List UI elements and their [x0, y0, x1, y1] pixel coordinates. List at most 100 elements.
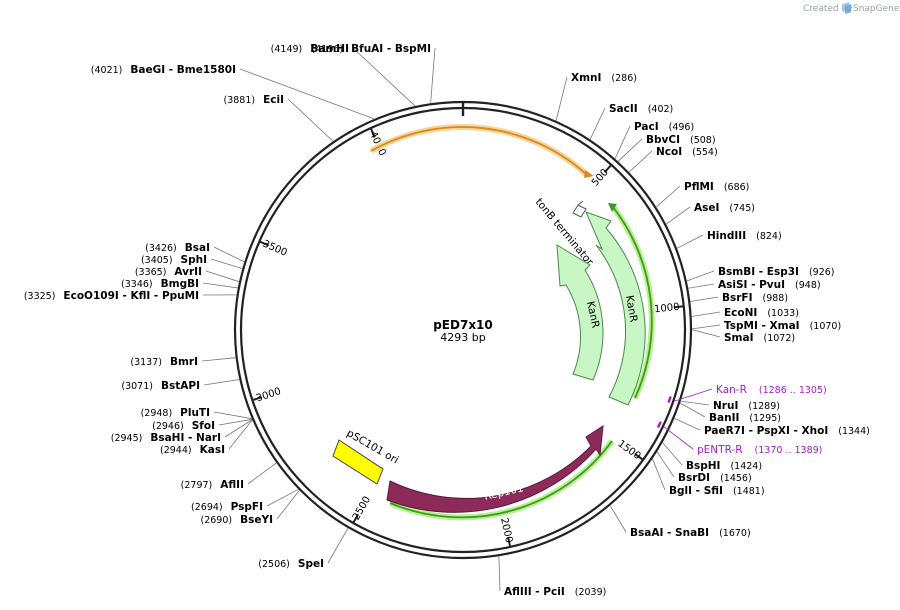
- enzyme-label: BspHI (1424): [686, 460, 762, 472]
- enzyme-label: (2690) BseYI: [201, 514, 273, 526]
- enzyme-leader: [656, 451, 675, 478]
- enzyme-label: BsaAI - SnaBI (1670): [630, 527, 751, 539]
- enzyme-site-pspfi[interactable]: (2694) PspFI: [191, 488, 299, 513]
- enzyme-leader: [680, 400, 710, 406]
- enzyme-site-asei[interactable]: AseI (745): [665, 202, 755, 225]
- enzyme-label: (3405) SphI: [141, 254, 207, 266]
- kanr-outer-label: KanR: [623, 294, 640, 323]
- enzyme-site-afliii[interactable]: AflIII - PciI (2039): [498, 556, 606, 598]
- enzyme-leader: [201, 357, 236, 362]
- enzyme-label: BsrDI (1456): [678, 472, 752, 484]
- enzyme-site-bsai[interactable]: (3426) BsaI: [145, 242, 245, 263]
- enzyme-leader: [430, 47, 436, 104]
- enzyme-site-baegi[interactable]: (4021) BaeGI - Bme1580I: [91, 64, 375, 120]
- enzyme-site-bsaai[interactable]: BsaAI - SnaBI (1670): [609, 505, 751, 539]
- kanr-inner-feature[interactable]: KanR: [556, 244, 604, 381]
- rep101-arrow: [386, 425, 604, 513]
- enzyme-leader: [665, 206, 691, 225]
- enzyme-site-bfuai[interactable]: (4196) BfuAI - BspMI: [312, 43, 436, 104]
- enzyme-site-bgli[interactable]: BglI - SfiI (1481): [652, 458, 765, 497]
- enzyme-leader: [555, 76, 568, 121]
- green-feature-arrowhead-right: [608, 203, 617, 212]
- enzyme-site-plutI[interactable]: (2948) PluTI: [141, 407, 252, 420]
- enzyme-label: BsmBI - Esp3I (926): [718, 266, 834, 278]
- enzyme-leader: [202, 282, 238, 289]
- enzyme-site-smai[interactable]: SmaI (1072): [691, 329, 795, 344]
- enzyme-site-paci[interactable]: PacI (496): [614, 121, 694, 159]
- enzyme-site-tspmi[interactable]: TspMI - XmaI (1070): [691, 320, 841, 332]
- green-feature-arc-bottom: [389, 440, 613, 519]
- enzyme-site-bseyi[interactable]: (2690) BseYI: [201, 490, 300, 526]
- enzyme-site-bsrdi[interactable]: BsrDI (1456): [656, 451, 752, 484]
- primer-kan-r[interactable]: Kan-R (1286 .. 1305): [667, 384, 827, 403]
- enzyme-site-bmgbi[interactable]: (3346) BmgBI: [121, 278, 238, 290]
- rep101-feature[interactable]: Rep101: [386, 425, 604, 513]
- enzyme-site-ecoo109i[interactable]: (3325) EcoO109I - KflI - PpuMI: [24, 290, 237, 302]
- enzyme-site-bsphi[interactable]: BspHI (1424): [662, 442, 762, 472]
- enzyme-site-banii[interactable]: BanII (1295): [679, 402, 781, 424]
- enzyme-site-bsrfi[interactable]: BsrFI (988): [690, 292, 788, 304]
- enzyme-label: (4196) BfuAI - BspMI: [312, 43, 431, 55]
- enzyme-site-bamhi[interactable]: (4149) BamHI: [271, 43, 416, 107]
- enzyme-leader: [218, 418, 253, 426]
- enzyme-site-sacii[interactable]: SacII (402): [589, 103, 673, 140]
- kanr-inner-label: KanR: [584, 300, 601, 329]
- enzyme-site-eci[interactable]: (3881) EciI: [224, 94, 334, 142]
- enzyme-site-paer7i[interactable]: PaeR7I - PspXI - XhoI (1344): [674, 418, 870, 437]
- enzyme-label: (2694) PspFI: [191, 501, 263, 513]
- enzyme-label: TspMI - XmaI (1070): [724, 320, 841, 332]
- primer-pentr-r[interactable]: pENTR-R (1370 .. 1389): [656, 421, 822, 456]
- enzyme-label: (3346) BmgBI: [121, 278, 199, 290]
- enzyme-site-bmri[interactable]: (3137) BmrI: [130, 356, 236, 368]
- enzyme-site-avrii[interactable]: (3365) AvrII: [135, 266, 240, 283]
- enzyme-site-aflii[interactable]: (2797) AflII: [181, 462, 277, 491]
- enzyme-site-sphi[interactable]: (3405) SphI: [141, 254, 243, 270]
- tick-mark: [603, 164, 613, 173]
- tick-label: 1000: [654, 302, 680, 316]
- enzyme-label: (2944) KasI: [160, 444, 225, 456]
- tick-label: 3000: [255, 386, 283, 404]
- enzyme-site-pflmi[interactable]: PflMI (686): [655, 181, 749, 208]
- enzyme-label: SacII (402): [609, 103, 673, 115]
- primer-mark: [656, 421, 662, 429]
- enzyme-site-ncoi[interactable]: NcoI (554): [628, 146, 718, 173]
- enzyme-leader: [589, 107, 606, 140]
- enzyme-site-kasi[interactable]: (2944) KasI: [160, 419, 253, 456]
- enzyme-label: (3426) BsaI: [145, 242, 210, 254]
- psc101-ori-feature[interactable]: pSC101 ori: [332, 427, 400, 485]
- enzyme-site-asisi[interactable]: AsiSI - PvuI (948): [688, 279, 821, 291]
- enzyme-site-bsmbi[interactable]: BsmBI - Esp3I (926): [686, 266, 835, 282]
- kanr-outer-feature[interactable]: KanR: [585, 211, 646, 406]
- enzyme-label: BbvCI (508): [646, 134, 716, 146]
- enzyme-leader: [213, 411, 252, 420]
- enzyme-leader: [213, 246, 245, 263]
- enzyme-site-sfoi[interactable]: (2946) SfoI: [152, 418, 253, 432]
- enzyme-site-xmni[interactable]: XmnI (286): [555, 72, 637, 121]
- enzyme-label: (3365) AvrII: [135, 266, 202, 278]
- enzyme-site-bstapi[interactable]: (3071) BstAPI: [121, 379, 240, 392]
- tick-mark: [673, 305, 684, 309]
- enzyme-site-nrui[interactable]: NruI (1289): [680, 400, 780, 412]
- enzyme-site-econi[interactable]: EcoNI (1033): [691, 307, 799, 319]
- enzyme-site-bbvci[interactable]: BbvCI (508): [617, 134, 716, 162]
- enzyme-label: (3325) EcoO109I - KflI - PpuMI: [24, 290, 199, 302]
- enzyme-leader: [609, 505, 627, 533]
- tick-label: 2000: [498, 517, 514, 544]
- enzyme-leader: [287, 98, 334, 142]
- enzyme-leader: [276, 490, 300, 520]
- enzyme-leader: [210, 258, 243, 270]
- credit-brand: SnapGene: [853, 4, 900, 14]
- enzyme-label: BanII (1295): [709, 412, 781, 424]
- credit: Created by SnapGene: [803, 2, 900, 14]
- enzyme-site-bsahi[interactable]: (2945) BsaHI - NarI: [111, 419, 253, 444]
- plasmid-name: pED7x10: [433, 318, 493, 332]
- enzyme-label: AseI (745): [694, 202, 755, 214]
- green-feature-arc-right: [612, 206, 653, 399]
- enzyme-leader: [676, 234, 704, 249]
- enzyme-leader: [614, 125, 631, 159]
- enzyme-leader: [691, 311, 721, 317]
- enzyme-site-spei[interactable]: (2506) SpeI: [258, 527, 349, 570]
- enzyme-leader: [628, 150, 653, 173]
- enzyme-site-hindiii[interactable]: HindIII (824): [676, 230, 782, 249]
